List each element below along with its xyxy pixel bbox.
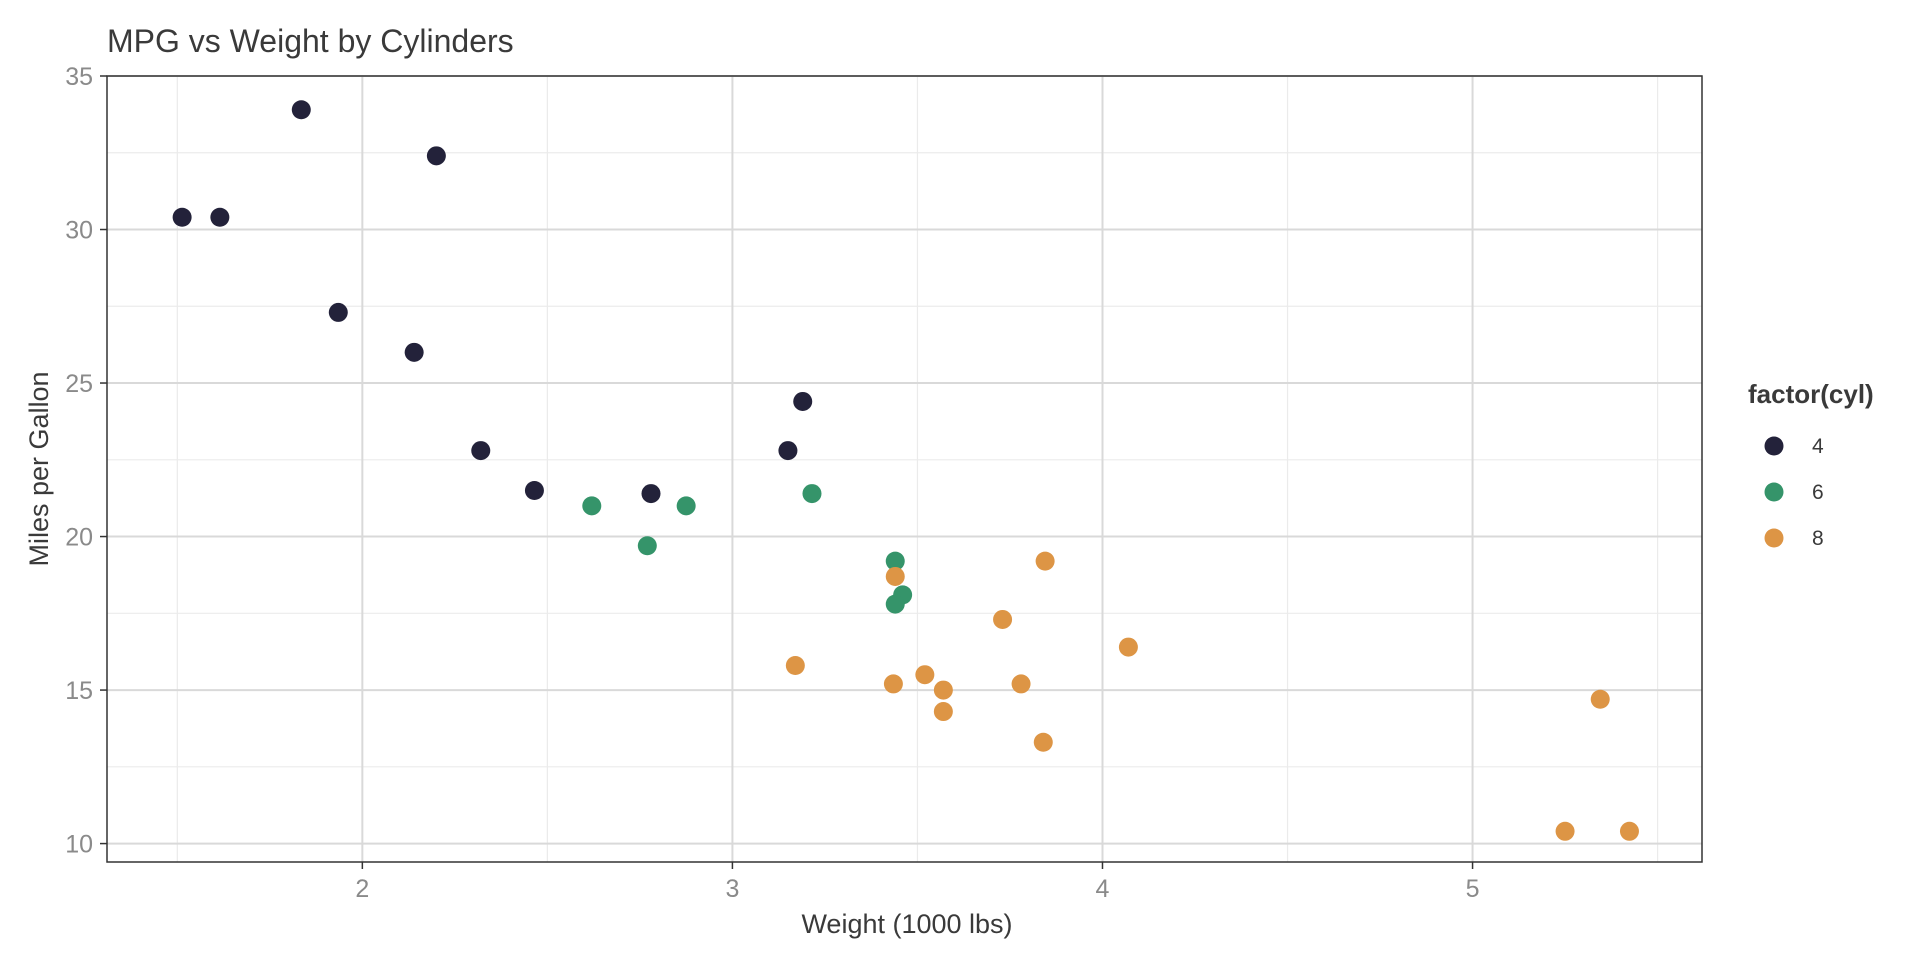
legend: factor(cyl) 4 6 8	[1748, 379, 1874, 550]
y-tick-label: 15	[65, 677, 93, 705]
y-tick-label: 30	[65, 217, 93, 245]
data-point-cyl-6	[637, 536, 657, 556]
data-point-cyl-8	[885, 566, 905, 586]
legend-label-cyl-4: 4	[1812, 435, 1824, 458]
axis-layer: 2 3 4 5 10 15 20 25 30 35	[65, 63, 1479, 903]
data-point-cyl-4	[524, 480, 544, 500]
x-tick-label: 3	[725, 875, 739, 903]
data-point-cyl-6	[582, 496, 602, 516]
data-point-cyl-8	[1033, 732, 1053, 752]
y-axis-label: Miles per Gallon	[24, 371, 54, 566]
y-tick-label: 35	[65, 63, 93, 91]
data-point-cyl-8	[933, 680, 953, 700]
data-point-cyl-8	[1619, 821, 1639, 841]
legend-marker-cyl-8	[1764, 528, 1784, 548]
legend-title: factor(cyl)	[1748, 379, 1874, 409]
data-point-cyl-8	[1118, 637, 1138, 657]
data-point-cyl-8	[1590, 689, 1610, 709]
y-tick-label: 10	[65, 831, 93, 859]
legend-marker-cyl-6	[1764, 482, 1784, 502]
data-point-cyl-4	[328, 302, 348, 322]
x-tick-label: 2	[355, 875, 369, 903]
grid-layer	[107, 75, 1702, 862]
data-point-cyl-8	[1035, 551, 1055, 571]
data-point-cyl-6	[802, 484, 822, 504]
data-point-cyl-4	[291, 100, 311, 120]
x-tick-label: 4	[1096, 875, 1110, 903]
data-point-cyl-4	[426, 146, 446, 166]
data-point-cyl-8	[1011, 674, 1031, 694]
data-point-cyl-6	[885, 551, 905, 571]
data-point-cyl-4	[172, 207, 192, 227]
data-points	[172, 100, 1639, 841]
y-tick-label: 20	[65, 524, 93, 552]
data-point-cyl-4	[210, 207, 230, 227]
legend-label-cyl-8: 8	[1812, 527, 1824, 550]
data-point-cyl-4	[778, 441, 798, 461]
data-point-cyl-8	[993, 609, 1013, 629]
data-point-cyl-4	[641, 484, 661, 504]
x-tick-label: 5	[1466, 875, 1480, 903]
data-point-cyl-4	[793, 391, 813, 411]
chart-title: MPG vs Weight by Cylinders	[107, 23, 514, 59]
legend-marker-cyl-4	[1764, 436, 1784, 456]
data-point-cyl-6	[885, 594, 905, 614]
plot-background	[107, 76, 1702, 862]
data-point-cyl-4	[404, 342, 424, 362]
data-point-cyl-6	[676, 496, 696, 516]
y-tick-label: 25	[65, 370, 93, 398]
data-point-cyl-8	[883, 674, 903, 694]
data-point-cyl-8	[915, 665, 935, 685]
data-point-cyl-8	[933, 702, 953, 722]
plot-border	[106, 75, 1703, 863]
x-axis-label: Weight (1000 lbs)	[801, 909, 1012, 939]
data-point-cyl-8	[1555, 821, 1575, 841]
data-point-cyl-8	[785, 656, 805, 675]
data-point-cyl-4	[471, 441, 491, 461]
legend-label-cyl-6: 6	[1812, 481, 1824, 504]
